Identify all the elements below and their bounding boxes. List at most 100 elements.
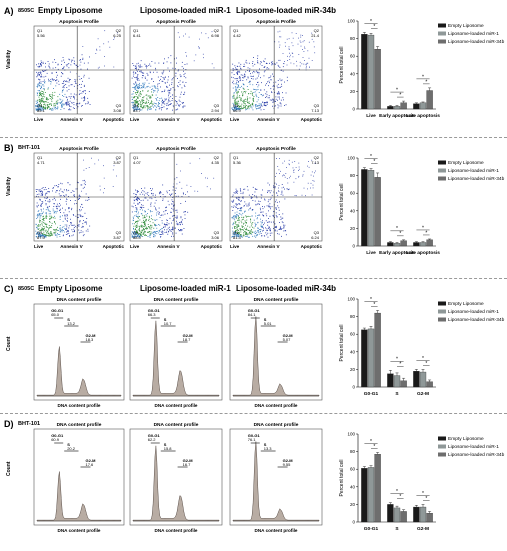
scatter-point [152,91,154,93]
scatter-point [266,94,268,96]
scatter-point [49,221,51,223]
scatter-point [235,86,237,88]
scatter-point [74,60,75,62]
scatter-point [41,76,43,78]
scatter-point [45,215,47,217]
scatter-point [137,96,139,98]
quadrant-q2-label: Q2 [116,28,122,33]
scatter-point [159,211,160,213]
scatter-point [40,205,41,207]
scatter-point [40,76,42,78]
scatter-point [271,206,273,208]
scatter-point [290,175,291,177]
scatter-point [74,231,75,233]
scatter-point [62,73,64,75]
quadrant-q1-value: 5.56 [37,33,46,38]
scatter-point [262,230,263,232]
scatter-point [271,64,273,66]
scatter-point [78,194,80,196]
scatter-point [45,193,47,195]
scatter-point [147,213,148,214]
scatter-point [57,208,58,210]
quadrant-q1-label: Q1 [37,155,43,160]
x-label-live: Live [230,117,240,122]
y-tick-label: 40 [350,349,356,354]
scatter-point [136,229,138,231]
scatter-point [278,209,280,211]
scatter-point [234,69,236,71]
scatter-point [39,221,41,223]
scatter-point [132,107,134,109]
scatter-point [243,229,245,231]
scatter-point [235,230,236,232]
scatter-point [69,71,71,73]
scatter-point [264,102,266,104]
scatter-point [173,106,175,108]
scatter-point [60,182,62,184]
scatter-point [137,109,139,110]
scatter-point [271,232,273,234]
scatter-point [66,214,68,215]
scatter-point [236,72,237,74]
scatter-point [68,227,70,229]
scatter-point [277,166,279,167]
scatter-point [146,105,147,107]
scatter-point [177,223,179,225]
scatter-point [62,215,63,217]
scatter-point [258,203,260,205]
scatter-point [82,231,84,233]
scatter-point [232,216,234,218]
quadrant-q2-value: 21.4 [311,33,320,38]
scatter-point [170,194,172,195]
scatter-point [66,104,68,106]
y-tick-label: 60 [350,467,356,472]
scatter-point [49,103,51,105]
scatter-point [150,203,152,205]
scatter-point [241,225,243,227]
scatter-point [168,104,170,106]
bar [367,170,375,247]
scatter-point [302,57,304,58]
scatter-point [139,236,140,237]
scatter-point [80,83,82,85]
scatter-point [243,84,245,85]
scatter-point [87,228,89,230]
scatter-point [154,223,155,225]
scatter-point [284,176,286,178]
scatter-point [237,108,239,110]
scatter-point [240,231,242,233]
scatter-point [141,225,143,226]
scatter-point [171,193,173,195]
histogram-area [36,346,122,397]
dna-histogram-plot: DNA content profileG0-G165.0S13.2G2-M18.… [33,297,125,408]
scatter-point [263,227,264,229]
scatter-point [234,100,236,101]
scatter-point [236,107,237,109]
scatter-point [152,194,154,196]
scatter-point [236,92,238,93]
x-category-label: Early apoptosis [379,113,415,119]
scatter-point [39,94,41,96]
scatter-point [68,105,70,106]
scatter-point [43,220,45,222]
plot-title: DNA content profile [154,422,199,428]
scatter-point [175,104,177,106]
scatter-point [268,228,270,229]
scatter-point [135,196,136,197]
scatter-point [236,197,238,199]
scatter-point [182,81,184,83]
scatter-point [248,236,250,238]
scatter-point [233,106,235,108]
scatter-point [61,106,63,108]
scatter-point [51,94,53,95]
scatter-point [273,186,274,188]
scatter-point [80,215,82,217]
scatter-point [231,107,233,109]
scatter-point [156,91,158,93]
scatter-point [278,59,280,61]
scatter-point [38,236,40,238]
scatter-point [258,229,260,230]
scatter-point [82,180,84,182]
scatter-point [243,100,245,102]
